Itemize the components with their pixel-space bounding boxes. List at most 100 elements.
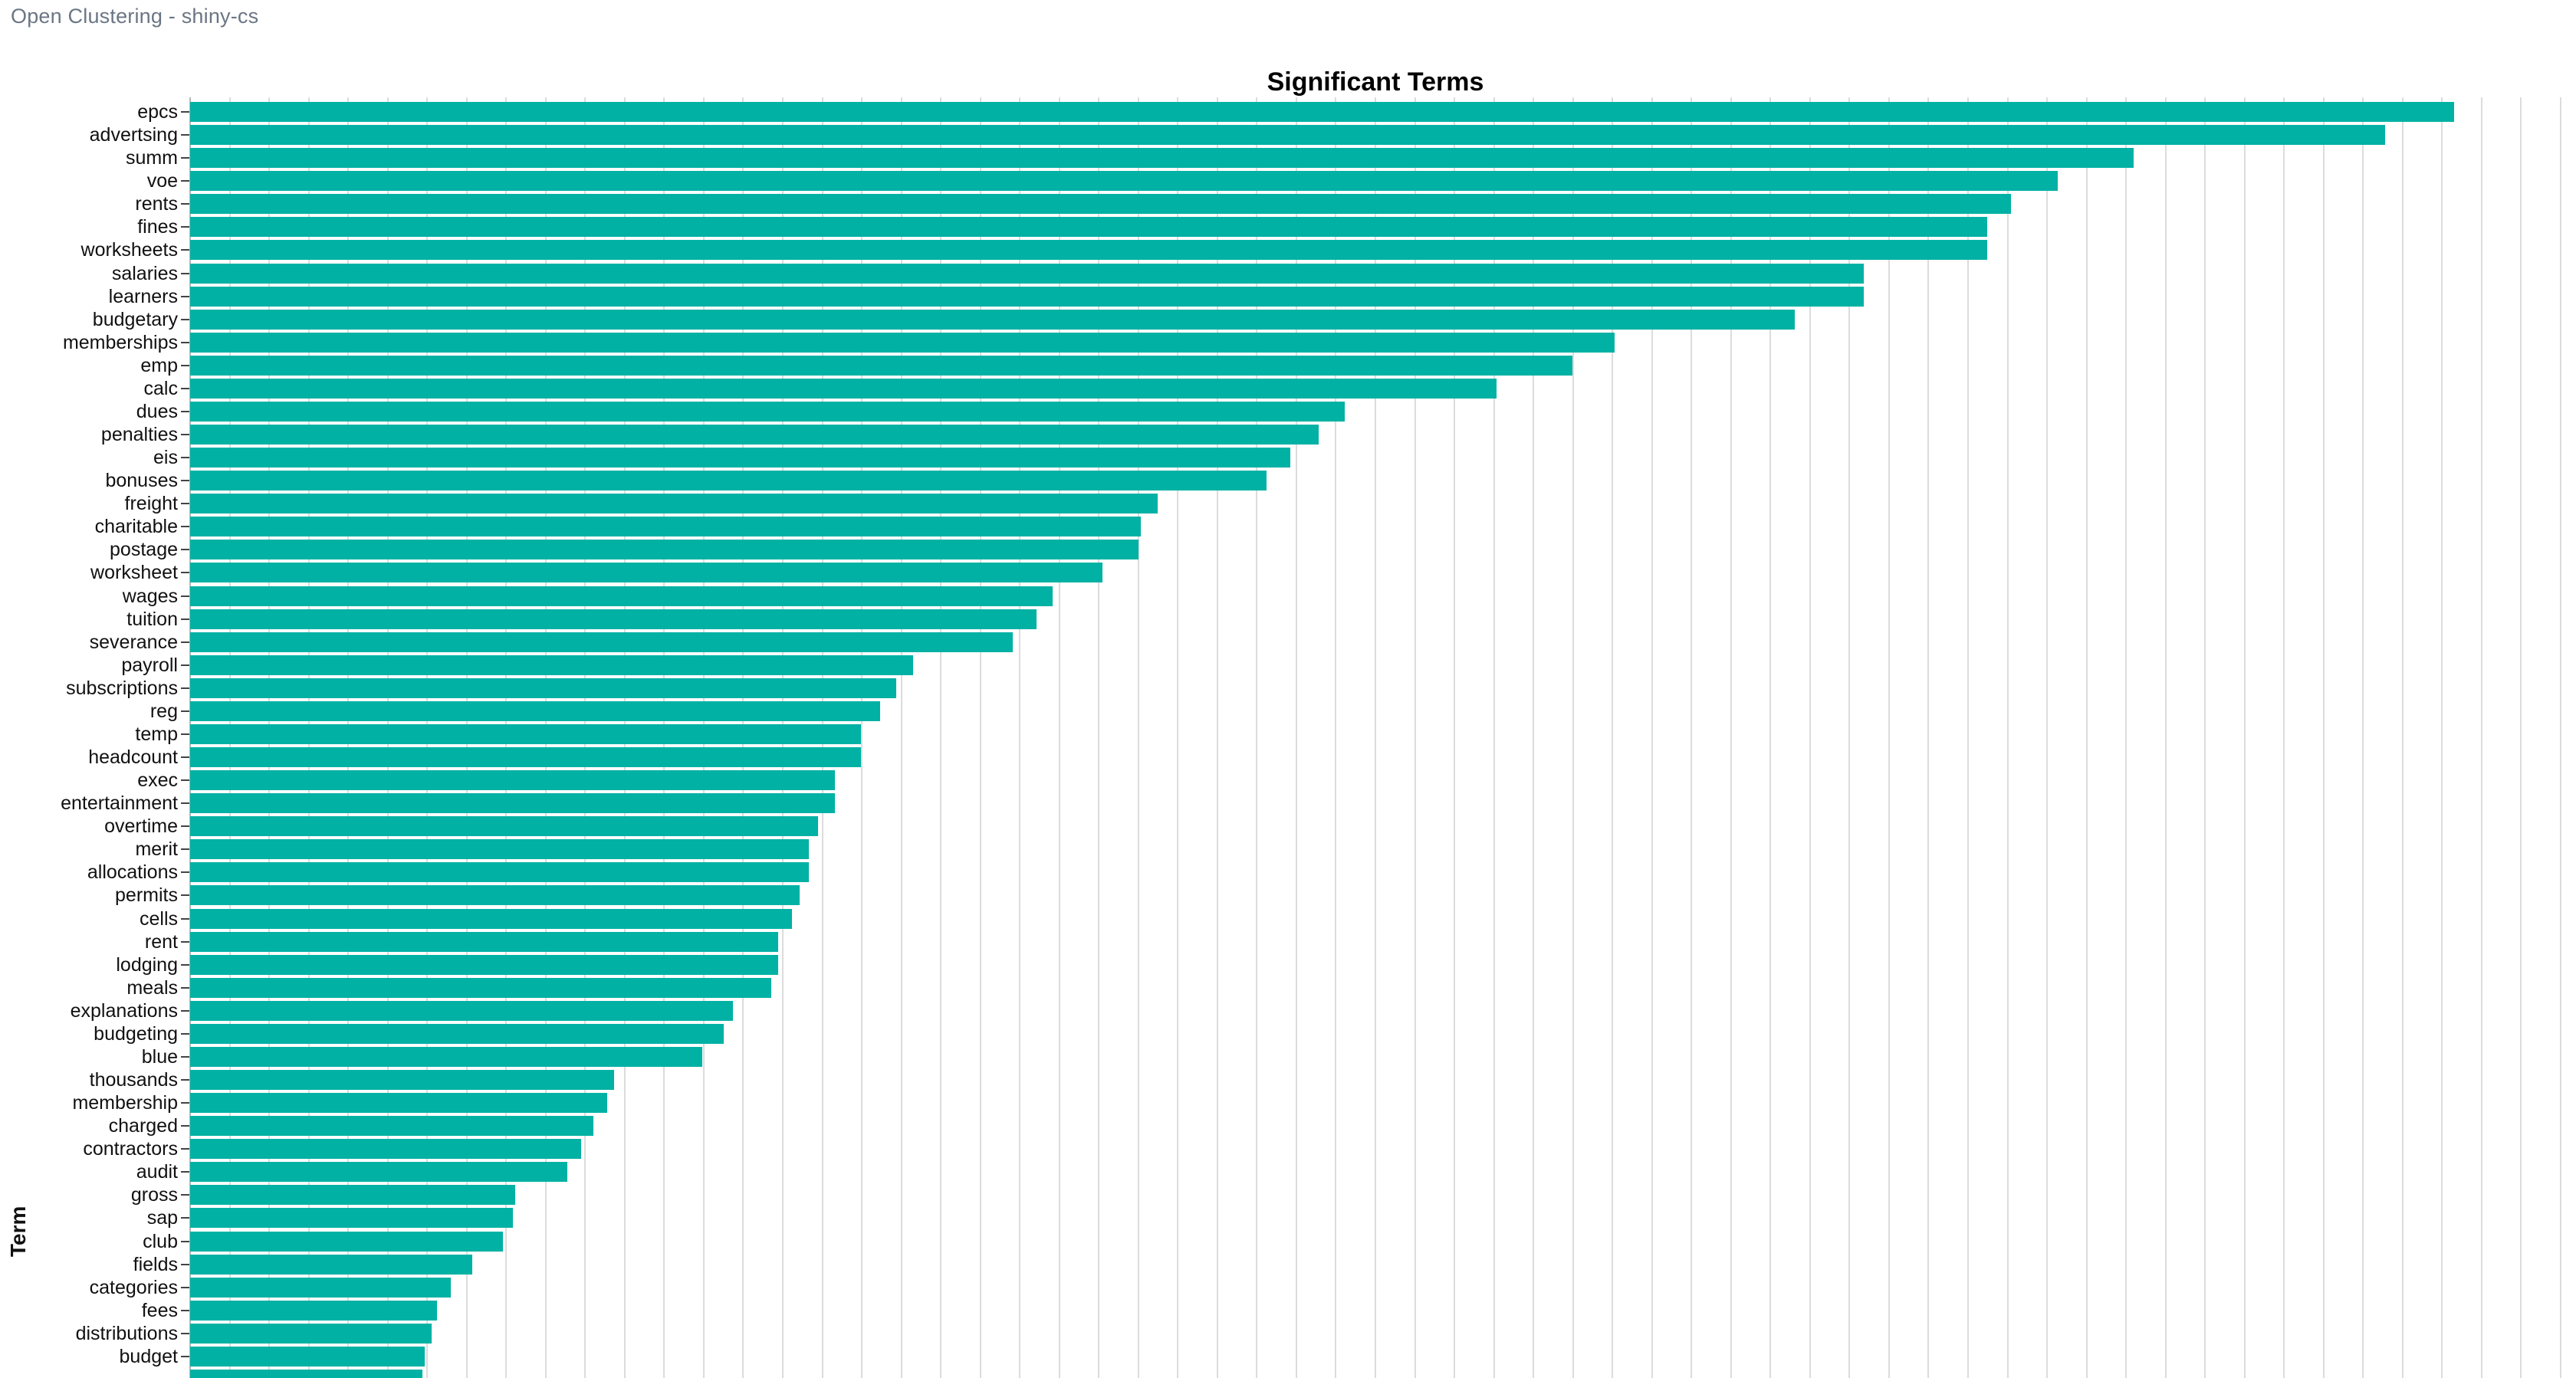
gridline [1295,97,1297,1378]
bar[interactable] [190,102,2454,122]
y-tick-label: budgetary [92,308,178,330]
bar[interactable] [190,1046,702,1067]
bar[interactable] [190,977,771,998]
gridline [2441,97,2443,1378]
bar[interactable] [190,240,1987,261]
tick-mark [181,595,189,597]
y-tick-label: exec [137,769,178,792]
bar[interactable] [190,632,1013,652]
bar[interactable] [190,770,836,791]
bar[interactable] [190,885,800,906]
bar[interactable] [190,401,1345,422]
gridline [979,97,981,1378]
bar[interactable] [190,194,2011,215]
bar[interactable] [190,1323,432,1344]
bar[interactable] [190,125,2386,146]
gridline [1335,97,1337,1378]
tick-mark [181,341,189,343]
y-tick-label: thousands [89,1069,178,1091]
tick-mark [181,664,189,666]
bar[interactable] [190,517,1141,537]
tick-mark [181,733,189,735]
bar[interactable] [190,494,1158,514]
tick-mark [181,111,189,113]
tick-mark [181,1263,189,1265]
tick-mark [181,410,189,412]
bar[interactable] [190,332,1615,353]
bar[interactable] [190,1000,734,1021]
bar[interactable] [190,793,836,814]
tick-mark [181,917,189,920]
bar[interactable] [190,609,1037,629]
y-tick-label: payroll [121,654,178,676]
bar[interactable] [190,1162,567,1183]
y-tick-label: rent [144,930,178,953]
bar[interactable] [190,586,1053,606]
bar[interactable] [190,678,897,698]
y-tick-label: fields [133,1253,178,1275]
bar[interactable] [190,816,819,837]
tick-mark [181,1079,189,1081]
bar[interactable] [190,471,1267,491]
bar[interactable] [190,1254,472,1275]
bar[interactable] [190,1369,423,1378]
tick-mark [181,1217,189,1219]
bar[interactable] [190,1185,515,1206]
bar[interactable] [190,1139,582,1160]
bar[interactable] [190,540,1138,560]
bar[interactable] [190,862,809,883]
bar[interactable] [190,1231,504,1252]
gridline [1572,97,1574,1378]
bar[interactable] [190,700,880,721]
bar[interactable] [190,378,1497,399]
bar[interactable] [190,286,1864,307]
y-tick-label: salaries [111,262,178,284]
bar[interactable] [190,1023,724,1044]
tick-mark [181,894,189,897]
bar[interactable] [190,217,1987,238]
y-tick-label: eis [153,447,178,469]
y-tick-label: worksheet [90,562,178,584]
bar[interactable] [190,1208,513,1229]
bar[interactable] [190,309,1796,330]
bar[interactable] [190,148,2134,169]
gridline [1019,97,1021,1378]
bar[interactable] [190,931,778,952]
tick-mark [181,756,189,759]
gridline [2204,97,2206,1378]
bar[interactable] [190,171,2058,192]
y-tick-label: fines [137,216,178,238]
bar[interactable] [190,1093,608,1114]
y-tick-label: advertsing [89,124,178,146]
y-tick-label: permits [115,884,178,907]
bar[interactable] [190,355,1572,376]
bar[interactable] [190,1116,593,1137]
tick-mark [181,1240,189,1242]
tick-mark [181,1125,189,1127]
y-tick-label: blue [141,1045,178,1068]
tick-mark [181,480,189,482]
y-tick-label: rents [135,193,178,215]
tick-mark [181,180,189,182]
bar[interactable] [190,448,1290,468]
gridline [2085,97,2088,1378]
tick-mark [181,157,189,159]
bar[interactable] [190,839,809,860]
bar[interactable] [190,425,1319,445]
bar[interactable] [190,908,793,929]
gridline [1809,97,1811,1378]
tick-mark [181,641,189,643]
bar[interactable] [190,1346,426,1367]
bar[interactable] [190,1277,452,1298]
bar[interactable] [190,263,1864,284]
y-axis-title: Term [6,1206,30,1257]
bar[interactable] [190,954,778,975]
bar[interactable] [190,1070,615,1091]
bar[interactable] [190,723,862,744]
tick-mark [181,1009,189,1012]
bar[interactable] [190,1300,437,1321]
tick-mark [181,203,189,205]
bar[interactable] [190,655,914,675]
bar[interactable] [190,563,1103,583]
bar[interactable] [190,747,862,768]
